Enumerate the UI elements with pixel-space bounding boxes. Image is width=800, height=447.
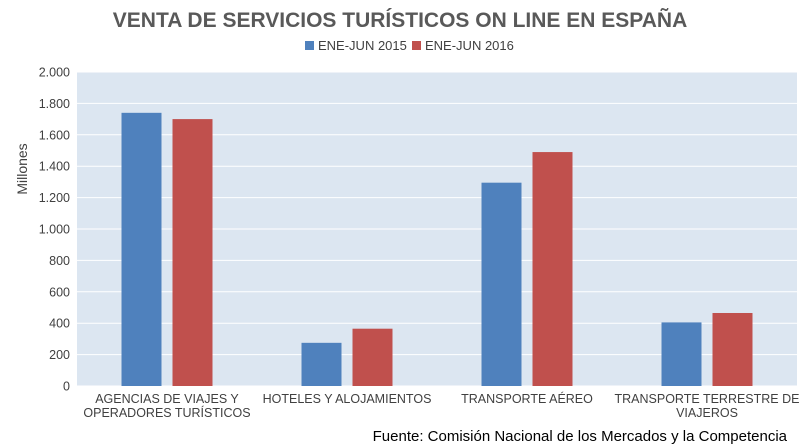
- x-category-label: AGENCIAS DE VIAJES Y OPERADORES TURÍSTICO…: [83, 392, 250, 420]
- chart-title: VENTA DE SERVICIOS TURÍSTICOS ON LINE EN…: [113, 9, 687, 32]
- y-tick-label: 1.800: [39, 97, 70, 111]
- legend-label: ENE-JUN 2015: [318, 38, 407, 53]
- bar-2016: [532, 152, 573, 386]
- y-axis-ticks: 0 200 400 600 800 1.000 1.200 1.400 1.600 1.800 2.…: [39, 66, 70, 394]
- y-tick-label: 1.000: [39, 223, 70, 237]
- bar-2016: [712, 312, 753, 386]
- legend-swatch: [412, 41, 421, 50]
- legend-label: ENE-JUN 2016: [425, 38, 514, 53]
- x-axis-labels: AGENCIAS DE VIAJES Y OPERADORES TURÍSTICO…: [83, 391, 799, 420]
- x-category-label: TRANSPORTE AÉREO: [461, 391, 593, 406]
- y-tick-label: 600: [49, 285, 70, 299]
- bar-2015: [481, 182, 522, 386]
- bar-2015: [661, 322, 702, 386]
- legend: ENE-JUN 2015 ENE-JUN 2016: [305, 38, 514, 53]
- y-tick-label: 1.600: [39, 128, 70, 142]
- x-category-label: TRANSPORTE TERRESTRE DE VIAJEROS: [615, 392, 800, 420]
- source-note: Fuente: Comisión Nacional de los Mercado…: [373, 428, 788, 445]
- legend-swatch: [305, 41, 314, 50]
- y-tick-label: 0: [63, 380, 70, 394]
- bar-2015: [301, 342, 342, 386]
- bar-2016: [172, 119, 213, 386]
- bars: [121, 112, 753, 386]
- y-tick-label: 1.200: [39, 191, 70, 205]
- bar-2015: [121, 112, 162, 386]
- y-tick-label: 1.400: [39, 160, 70, 174]
- y-axis-title: Millones: [14, 143, 30, 194]
- y-tick-label: 400: [49, 317, 70, 331]
- y-tick-label: 200: [49, 348, 70, 362]
- bar-2016: [352, 328, 393, 386]
- y-tick-label: 800: [49, 254, 70, 268]
- y-tick-label: 2.000: [39, 66, 70, 80]
- x-category-label: HOTELES Y ALOJAMIENTOS: [263, 392, 432, 406]
